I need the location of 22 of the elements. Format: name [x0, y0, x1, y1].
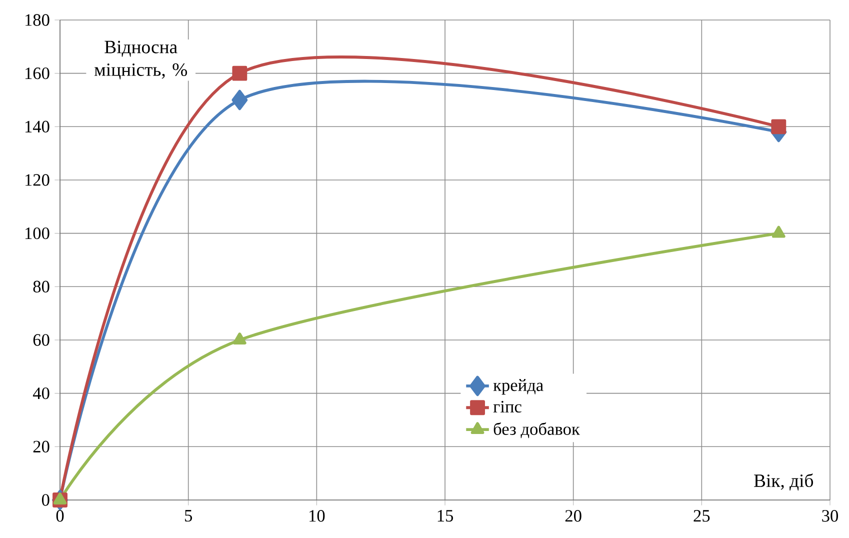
- x-tick-label: 20: [565, 510, 582, 522]
- y-tick-label: 60: [33, 334, 50, 346]
- legend-label: крейда: [493, 379, 544, 395]
- y-tick-label: 40: [32, 387, 50, 400]
- y-tick-label: 160: [25, 67, 50, 80]
- y-tick-label: 100: [25, 227, 50, 240]
- x-tick-label: 15: [438, 510, 453, 522]
- y-tick-label: 140: [25, 120, 50, 132]
- y-tick-label: 20: [33, 440, 50, 452]
- y-tick-label: 0: [42, 494, 50, 506]
- x-tick-label: 10: [310, 510, 325, 522]
- y-tick-label: 180: [25, 14, 50, 26]
- y-tick-label: 120: [25, 174, 50, 186]
- y-axis-title: Відносна міцність, %: [94, 40, 187, 80]
- legend-label: гіпс: [493, 400, 522, 413]
- legend-label: без добавок: [494, 422, 580, 438]
- x-tick-label: 5: [185, 510, 192, 522]
- x-tick-label: 25: [694, 510, 710, 522]
- x-tick-label: 0: [56, 510, 64, 522]
- y-tick-label: 80: [33, 280, 50, 292]
- x-tick-label: 30: [822, 510, 838, 522]
- x-axis-title: Вік, діб: [754, 474, 814, 490]
